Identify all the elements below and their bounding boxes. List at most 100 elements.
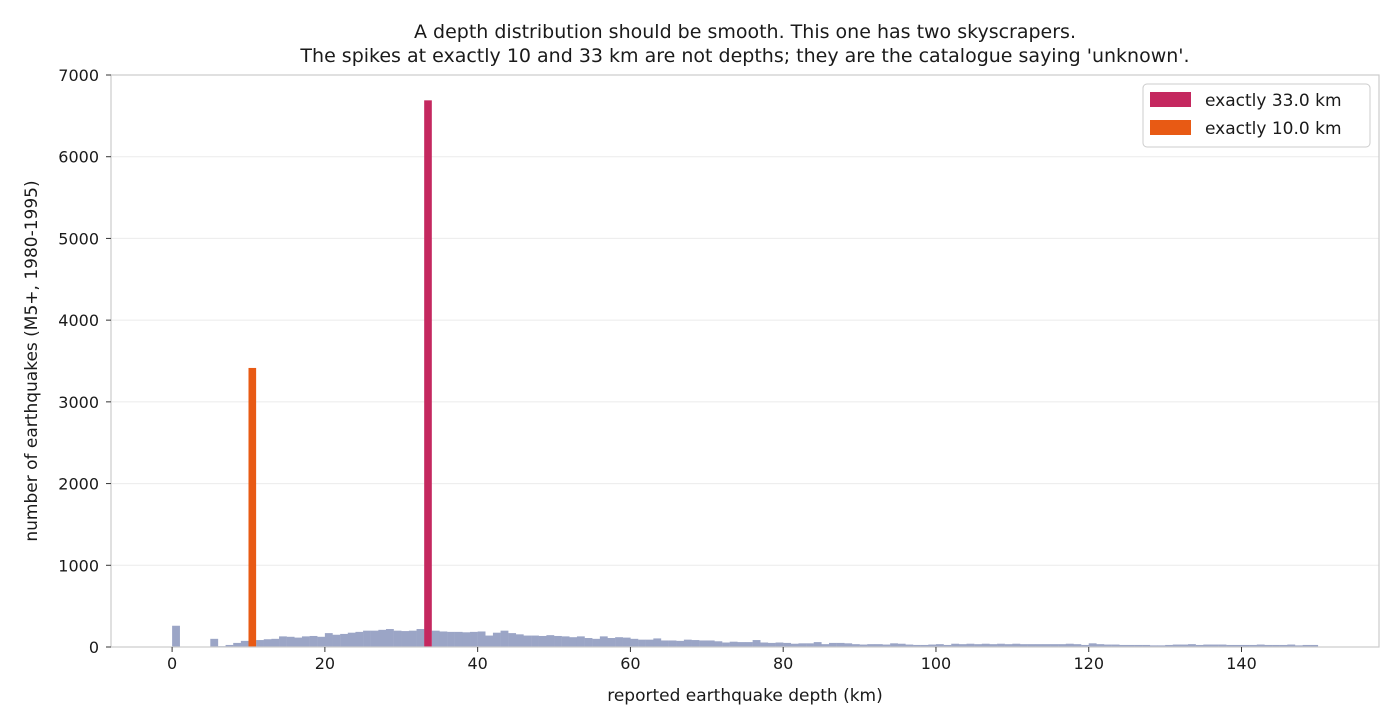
histogram-bar [317,636,326,647]
histogram-bar [653,638,662,647]
histogram-bar [729,641,738,647]
histogram-bar [470,631,478,647]
histogram-bar [492,632,501,647]
x-tick-label: 80 [773,654,793,673]
histogram-bar [775,642,784,647]
histogram-bar [1241,644,1250,647]
histogram-bar [439,631,448,647]
histogram-bar [233,642,242,647]
x-tick-label: 140 [1226,654,1257,673]
histogram-bar [485,635,494,647]
histogram-bar [676,640,685,647]
histogram-bar [1157,645,1166,647]
spike-bars [248,100,432,648]
histogram-bar [714,641,723,647]
legend-frame [1142,83,1371,148]
histogram-bar [1058,644,1067,647]
histogram-bar [1172,644,1181,647]
histogram-bar [966,643,975,647]
histogram-bar [1287,644,1296,647]
histogram-bar [1272,644,1280,647]
legend-label-33km: exactly 33.0 km [1205,91,1342,111]
histogram-bar [309,635,318,647]
histogram-bar [836,642,845,647]
histogram-bar [523,635,532,647]
histogram-bar [1256,644,1265,647]
histogram-bar [225,644,234,647]
histogram-bar [1149,645,1158,647]
y-axis-ticks: 0 1000 2000 3000 4000 5000 6000 7000 [58,66,111,657]
histogram-bar [981,643,990,647]
histogram-bar [920,644,929,647]
histogram-bar [767,642,776,647]
histogram-bar [355,631,364,647]
histogram-bar [645,639,654,647]
histogram-bar [951,643,960,647]
legend-swatch-10km [1150,120,1191,135]
y-tick-label: 0 [89,638,99,657]
histogram-bar [683,639,692,647]
histogram-bar [584,638,593,647]
x-tick-label: 40 [467,654,487,673]
histogram-bar [279,636,287,647]
histogram-bar [1218,644,1227,647]
spike-bar [248,367,257,647]
histogram-bar [256,640,264,647]
histogram-bar [592,638,601,647]
y-axis-label: number of earthquakes (M5+, 1980-1995) [22,180,42,541]
histogram-bar [607,638,616,647]
histogram-bar [989,644,998,647]
histogram-bar [1012,643,1021,647]
histogram-bar [477,631,486,647]
histogram-bar [370,630,379,647]
histogram-bar [874,644,883,647]
histogram-bar [416,629,425,647]
histogram-bar [1294,645,1303,647]
histogram-bar [1019,644,1028,647]
y-tick-label: 4000 [58,311,99,330]
histogram-bar [859,644,868,647]
x-tick-label: 0 [167,654,177,673]
chart-subtitle: The spikes at exactly 10 and 33 km are n… [299,45,1189,67]
histogram-bar [783,642,792,647]
histogram-bar [722,642,730,647]
histogram-bar [462,632,471,647]
x-tick-label: 100 [921,654,952,673]
chart-title: A depth distribution should be smooth. T… [414,21,1076,43]
histogram-bar [408,630,417,647]
histogram-bar [1111,644,1120,647]
gridlines [111,74,1379,566]
histogram-bar [554,635,562,647]
histogram-bar [1302,644,1311,647]
histogram-bar [1104,644,1112,647]
histogram-bar [905,644,914,647]
histogram-bar [913,644,921,647]
histogram-bar [897,643,906,647]
histogram-bar [1119,644,1128,647]
y-tick-label: 1000 [58,556,99,575]
histogram-bar [1050,644,1059,647]
histogram-bar [1165,644,1173,647]
histogram-bar [401,631,410,647]
histogram-bars [172,625,1319,647]
histogram-bar [263,639,272,647]
x-axis-label: reported earthquake depth (km) [607,686,883,706]
histogram-bar [1233,644,1242,647]
x-axis-ticks: 0 20 40 60 80 100 120 140 [167,647,1257,673]
histogram-bar [790,643,799,647]
histogram-bar [1310,644,1319,647]
histogram-bar [363,630,371,647]
spike-bar [424,100,432,648]
histogram-bar [974,644,982,647]
histogram-bar [538,635,547,647]
histogram-bar [745,642,753,647]
histogram-bar [1134,644,1143,647]
histogram-bar [569,637,578,647]
histogram-bar [561,636,570,647]
histogram-bar [1249,644,1257,647]
x-tick-label: 120 [1073,654,1104,673]
histogram-bar [515,634,524,647]
histogram-bar [943,644,952,647]
histogram-bar [958,644,967,647]
